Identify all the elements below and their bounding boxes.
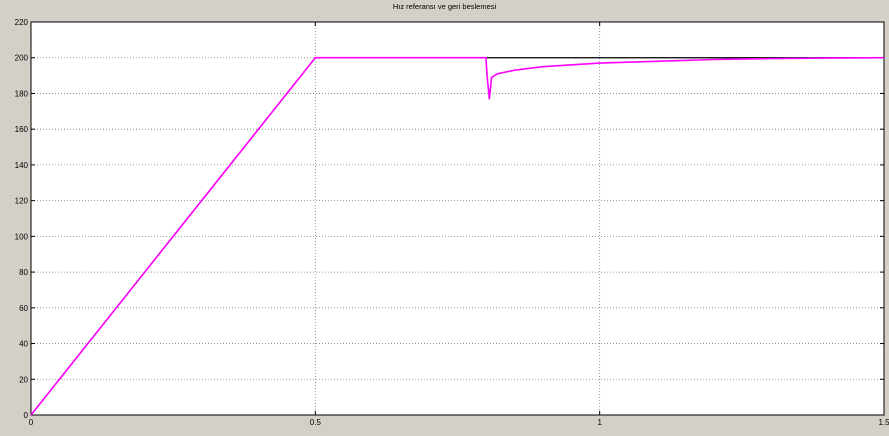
x-tick-label: 0 (29, 418, 34, 427)
axes-frame (30, 21, 885, 416)
y-tick-label: 140 (15, 161, 29, 170)
y-tick-label: 200 (15, 54, 29, 63)
y-tick-label: 20 (19, 375, 28, 384)
y-tick-label: 40 (19, 340, 28, 349)
y-tick-label: 120 (15, 197, 29, 206)
x-tick-label: 0.5 (310, 418, 322, 427)
y-tick-label: 160 (15, 125, 29, 134)
x-tick-label: 1.5 (878, 418, 889, 427)
y-tick-label: 0 (24, 411, 29, 420)
plot-area (31, 22, 884, 415)
y-tick-label: 180 (15, 89, 29, 98)
series-line-2 (30, 56, 885, 416)
y-tick-label: 220 (15, 18, 29, 27)
plot-title: Hız referansı ve geri beslemesi (392, 2, 497, 11)
x-tick-label: 1 (597, 418, 602, 427)
y-tick-label: 100 (15, 232, 29, 241)
y-tick-label: 60 (19, 304, 28, 313)
y-tick-label: 80 (19, 268, 28, 277)
